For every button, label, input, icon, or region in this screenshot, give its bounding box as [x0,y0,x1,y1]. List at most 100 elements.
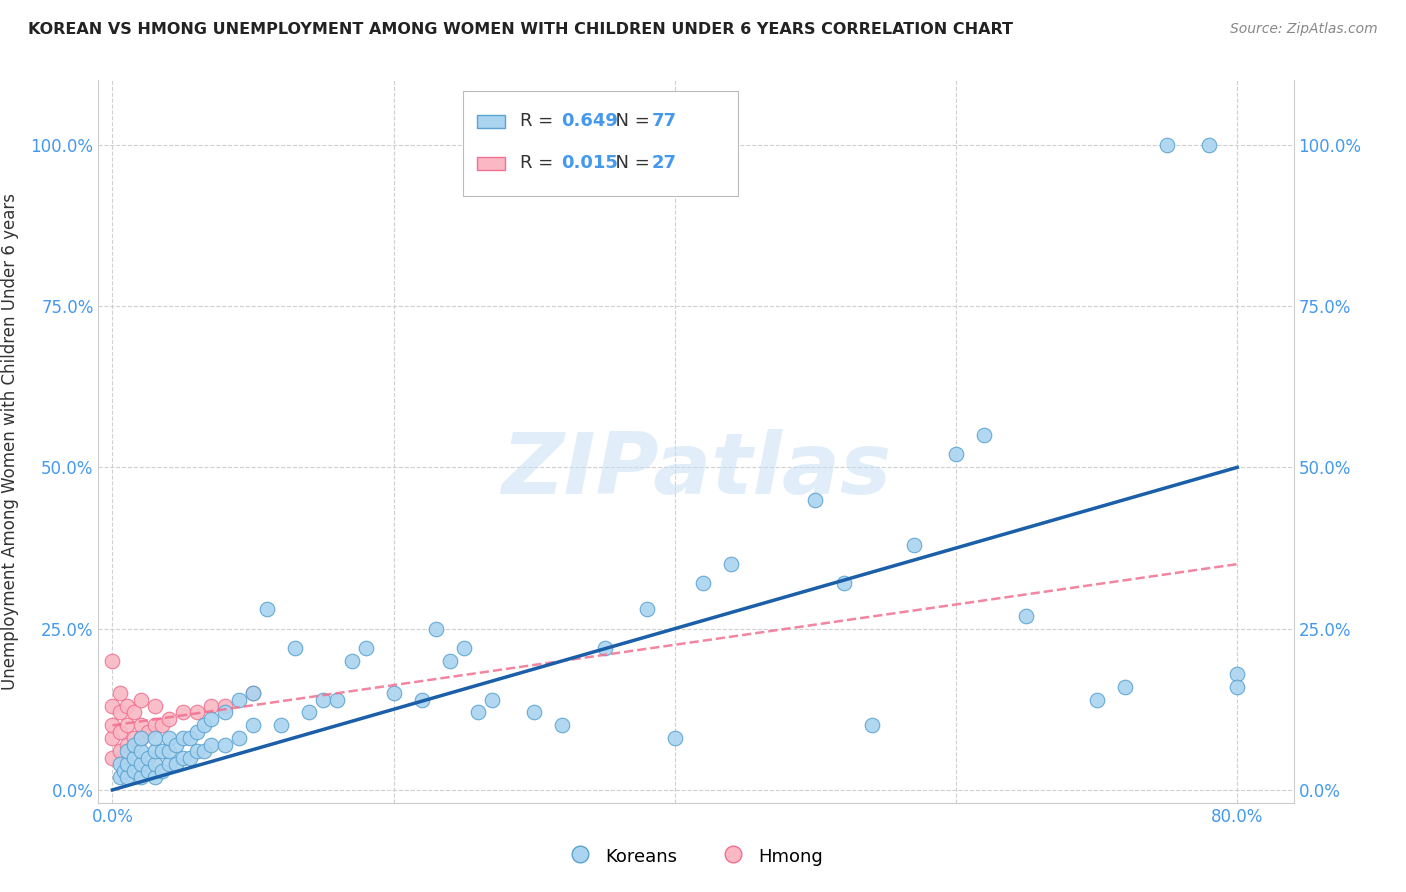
Point [122,731,145,746]
Point [228,692,250,706]
Point [122,750,145,764]
Legend: Koreans, Hmong: Koreans, Hmong [561,839,831,873]
Point [453,640,475,655]
Point [214,706,236,720]
Point [150,744,173,758]
Point [439,654,461,668]
Y-axis label: Unemployment Among Women with Children Under 6 years: Unemployment Among Women with Children U… [1,193,20,690]
FancyBboxPatch shape [477,157,505,169]
Point [903,538,925,552]
Point [298,706,321,720]
Point [143,731,166,746]
Point [115,699,138,714]
Point [172,731,194,746]
Point [186,744,208,758]
Point [1226,680,1249,694]
Point [186,706,208,720]
Point [179,750,201,764]
Point [326,692,349,706]
Point [143,718,166,732]
Text: ZIPatlas: ZIPatlas [501,429,891,512]
Point [860,718,883,732]
Text: N =: N = [605,112,655,130]
Point [157,757,180,772]
Point [200,712,222,726]
Point [143,770,166,784]
FancyBboxPatch shape [477,115,505,128]
Point [129,692,152,706]
Text: KOREAN VS HMONG UNEMPLOYMENT AMONG WOMEN WITH CHILDREN UNDER 6 YEARS CORRELATION: KOREAN VS HMONG UNEMPLOYMENT AMONG WOMEN… [28,22,1014,37]
Point [720,557,742,571]
Point [411,692,433,706]
Point [312,692,335,706]
Point [193,718,215,732]
Point [523,706,546,720]
Point [101,731,124,746]
Point [150,718,173,732]
Point [108,706,131,720]
Point [179,731,201,746]
Point [108,724,131,739]
Text: 0.015: 0.015 [561,154,617,172]
Point [129,770,152,784]
Point [186,724,208,739]
Point [284,640,307,655]
Point [129,731,152,746]
Point [101,750,124,764]
Point [108,744,131,758]
Point [122,764,145,778]
Point [115,757,138,772]
Point [165,757,187,772]
Point [256,602,278,616]
Point [129,757,152,772]
Point [200,699,222,714]
Point [200,738,222,752]
Point [242,686,264,700]
Point [143,757,166,772]
Point [973,428,995,442]
Text: 27: 27 [652,154,676,172]
Point [1198,137,1220,152]
Point [832,576,855,591]
Point [382,686,405,700]
Point [143,744,166,758]
Point [1156,137,1178,152]
Point [115,770,138,784]
Text: 0.649: 0.649 [561,112,617,130]
Point [112,764,135,778]
Point [150,764,173,778]
Point [593,640,616,655]
Point [551,718,574,732]
Point [692,576,714,591]
Point [157,744,180,758]
FancyBboxPatch shape [463,91,738,196]
Point [101,699,124,714]
Point [129,744,152,758]
Point [122,706,145,720]
Point [157,731,180,746]
Point [242,718,264,732]
Text: N =: N = [605,154,655,172]
Point [115,744,138,758]
Point [101,654,124,668]
Point [214,738,236,752]
Point [804,492,827,507]
Point [115,718,138,732]
Text: R =: R = [520,154,560,172]
Point [101,718,124,732]
Point [1226,666,1249,681]
Point [165,738,187,752]
Point [172,706,194,720]
Point [340,654,363,668]
Point [136,724,159,739]
Point [354,640,377,655]
Point [122,738,145,752]
Point [193,744,215,758]
Point [1114,680,1136,694]
Point [425,622,447,636]
Point [214,699,236,714]
Point [129,718,152,732]
Point [664,731,686,746]
Text: R =: R = [520,112,560,130]
Point [129,731,152,746]
